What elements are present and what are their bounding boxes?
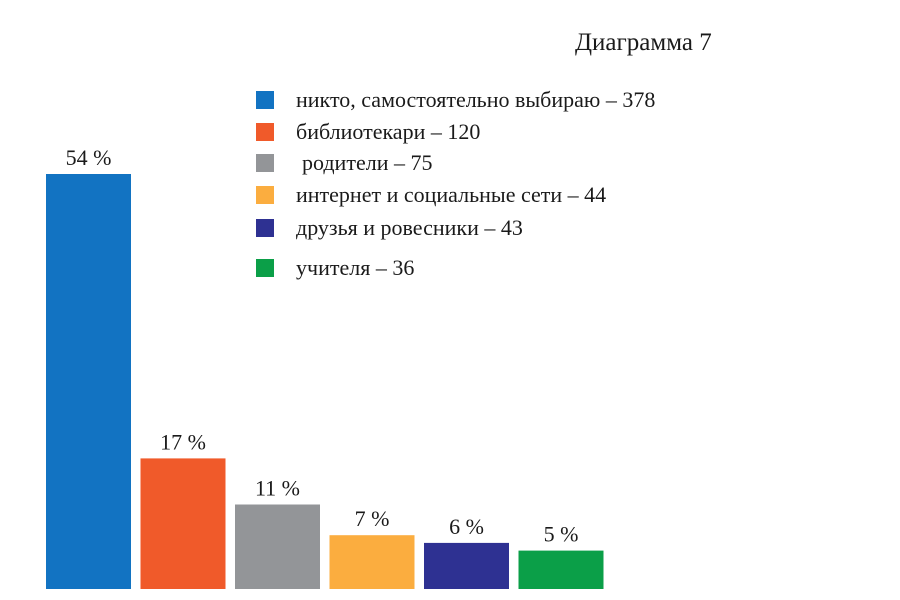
legend: никто, самостоятельно выбираю – 378 библи… <box>256 87 655 280</box>
legend-swatch-3 <box>256 154 274 172</box>
legend-label-1: никто, самостоятельно выбираю – 378 <box>296 87 655 112</box>
bar-6 <box>518 550 604 589</box>
bar-5 <box>424 542 509 589</box>
legend-label-5: друзья и ровесники – 43 <box>296 215 523 240</box>
bar-3 <box>235 504 320 589</box>
legend-label-3: родители – 75 <box>302 150 432 175</box>
legend-swatch-2 <box>256 123 274 141</box>
legend-swatch-1 <box>256 91 274 109</box>
bars <box>46 174 604 589</box>
bar-2 <box>140 458 226 589</box>
legend-swatch-6 <box>256 259 274 277</box>
legend-label-4: интернет и социальные сети – 44 <box>296 182 606 207</box>
legend-swatch-5 <box>256 219 274 237</box>
data-label-5: 6 % <box>449 514 484 539</box>
legend-label-2: библиотекари – 120 <box>296 119 480 144</box>
bar-1 <box>46 174 131 589</box>
data-label-6: 5 % <box>544 522 579 547</box>
data-label-3: 11 % <box>255 476 300 501</box>
legend-swatch-4 <box>256 186 274 204</box>
legend-label-6: учителя – 36 <box>296 255 414 280</box>
bar-4 <box>329 535 415 589</box>
data-label-2: 17 % <box>160 429 206 454</box>
chart-title: Диаграмма 7 <box>575 29 712 56</box>
data-label-1: 54 % <box>66 145 112 170</box>
data-label-4: 7 % <box>355 506 390 531</box>
bar-labels: 54 % 17 % 11 % 7 % 6 % 5 % <box>66 145 579 547</box>
